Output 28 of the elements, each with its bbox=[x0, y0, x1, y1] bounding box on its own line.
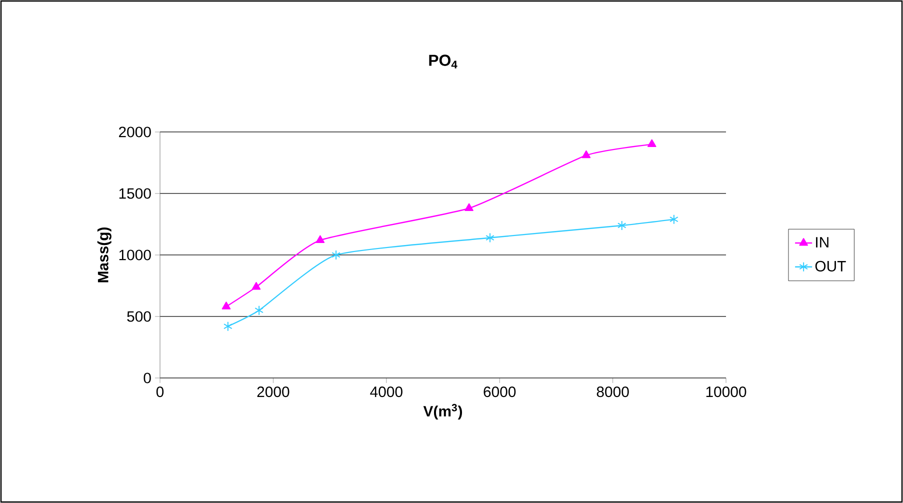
x-tick-label: 0 bbox=[156, 386, 164, 398]
point bbox=[670, 214, 678, 224]
point bbox=[617, 220, 626, 230]
x-tick-label: 8000 bbox=[596, 386, 629, 398]
x-tick-label: 2000 bbox=[257, 386, 290, 398]
chart-title: PO$_{4}$ bbox=[429, 54, 458, 68]
point bbox=[252, 282, 261, 290]
x-tick-label: 10000 bbox=[706, 386, 746, 398]
point bbox=[222, 302, 231, 310]
point bbox=[464, 203, 474, 211]
x-tick-label: 6000 bbox=[484, 386, 516, 398]
point bbox=[224, 321, 232, 332]
point bbox=[647, 139, 656, 148]
legend-label: OUT bbox=[815, 260, 846, 272]
point bbox=[316, 235, 325, 243]
y-tick-label: 1500 bbox=[119, 188, 151, 199]
x-tick-label: 4000 bbox=[370, 386, 402, 398]
point bbox=[582, 150, 591, 158]
y-tick-label: 0 bbox=[144, 372, 151, 384]
legend-label: IN bbox=[816, 237, 828, 248]
point bbox=[254, 305, 264, 316]
y-axis-title: Mass(g) bbox=[97, 228, 112, 282]
point bbox=[486, 232, 494, 243]
y-tick-label: 1000 bbox=[119, 250, 151, 260]
point bbox=[332, 250, 340, 260]
y-tick-label: 500 bbox=[127, 311, 151, 322]
y-tick-label: 2000 bbox=[118, 126, 151, 138]
x-axis-title: V(m$^{3}$) bbox=[423, 404, 462, 420]
